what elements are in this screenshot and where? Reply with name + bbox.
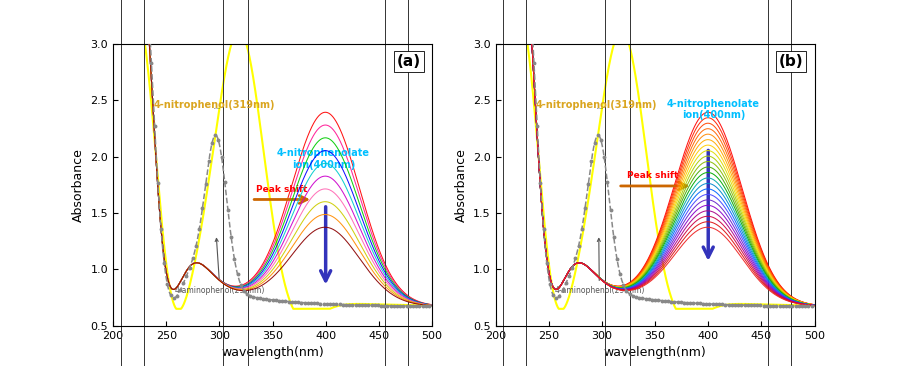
Text: (a): (a) <box>396 54 421 69</box>
Text: 4-nitrophenol(319nm): 4-nitrophenol(319nm) <box>536 100 657 110</box>
Text: #DAA520: #DAA520 <box>596 108 604 109</box>
Y-axis label: Absorbance: Absorbance <box>454 148 468 222</box>
Text: #DAA520: #DAA520 <box>214 108 221 109</box>
Text: 4-aminophenol(297nm): 4-aminophenol(297nm) <box>554 238 644 295</box>
Text: 4-nitrophenol(319nm): 4-nitrophenol(319nm) <box>153 100 275 110</box>
X-axis label: wavelength(nm): wavelength(nm) <box>221 346 324 359</box>
Text: 4-aminophenol(297nm): 4-aminophenol(297nm) <box>175 238 265 295</box>
X-axis label: wavelength(nm): wavelength(nm) <box>604 346 707 359</box>
Text: 4-nitrophenolate
ion(400nm): 4-nitrophenolate ion(400nm) <box>667 98 760 120</box>
Text: Peak shift: Peak shift <box>256 184 308 194</box>
Y-axis label: Absorbance: Absorbance <box>72 148 85 222</box>
Text: Peak shift: Peak shift <box>627 171 679 180</box>
Text: 4-nitrophenolate
ion(400nm): 4-nitrophenolate ion(400nm) <box>277 148 370 170</box>
Text: (b): (b) <box>778 54 804 69</box>
